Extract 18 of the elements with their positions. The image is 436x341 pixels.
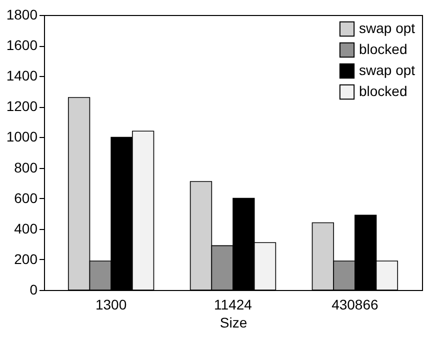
- y-tick-label: 1400: [6, 68, 38, 84]
- y-tick-label: 200: [14, 250, 38, 267]
- x-tick-label: 430866: [332, 296, 379, 312]
- legend-label: blocked: [359, 83, 408, 99]
- x-tick-label: 1300: [95, 296, 127, 312]
- y-tick-label: 1200: [6, 98, 38, 114]
- y-tick-label: 600: [14, 190, 38, 206]
- x-axis-title: Size: [220, 314, 248, 330]
- y-tick-label: 800: [14, 159, 38, 176]
- y-tick-label: 400: [14, 220, 38, 236]
- y-tick-label: 1600: [6, 37, 38, 54]
- x-tick-label: 11424: [214, 296, 252, 312]
- legend-label: swap opt: [359, 62, 416, 78]
- legend-label: blocked: [359, 41, 408, 57]
- y-tick-label: 1800: [6, 6, 38, 22]
- legend-label: swap opt: [359, 20, 416, 36]
- y-tick-label: 1000: [6, 128, 38, 145]
- y-tick-label: 0: [30, 282, 38, 298]
